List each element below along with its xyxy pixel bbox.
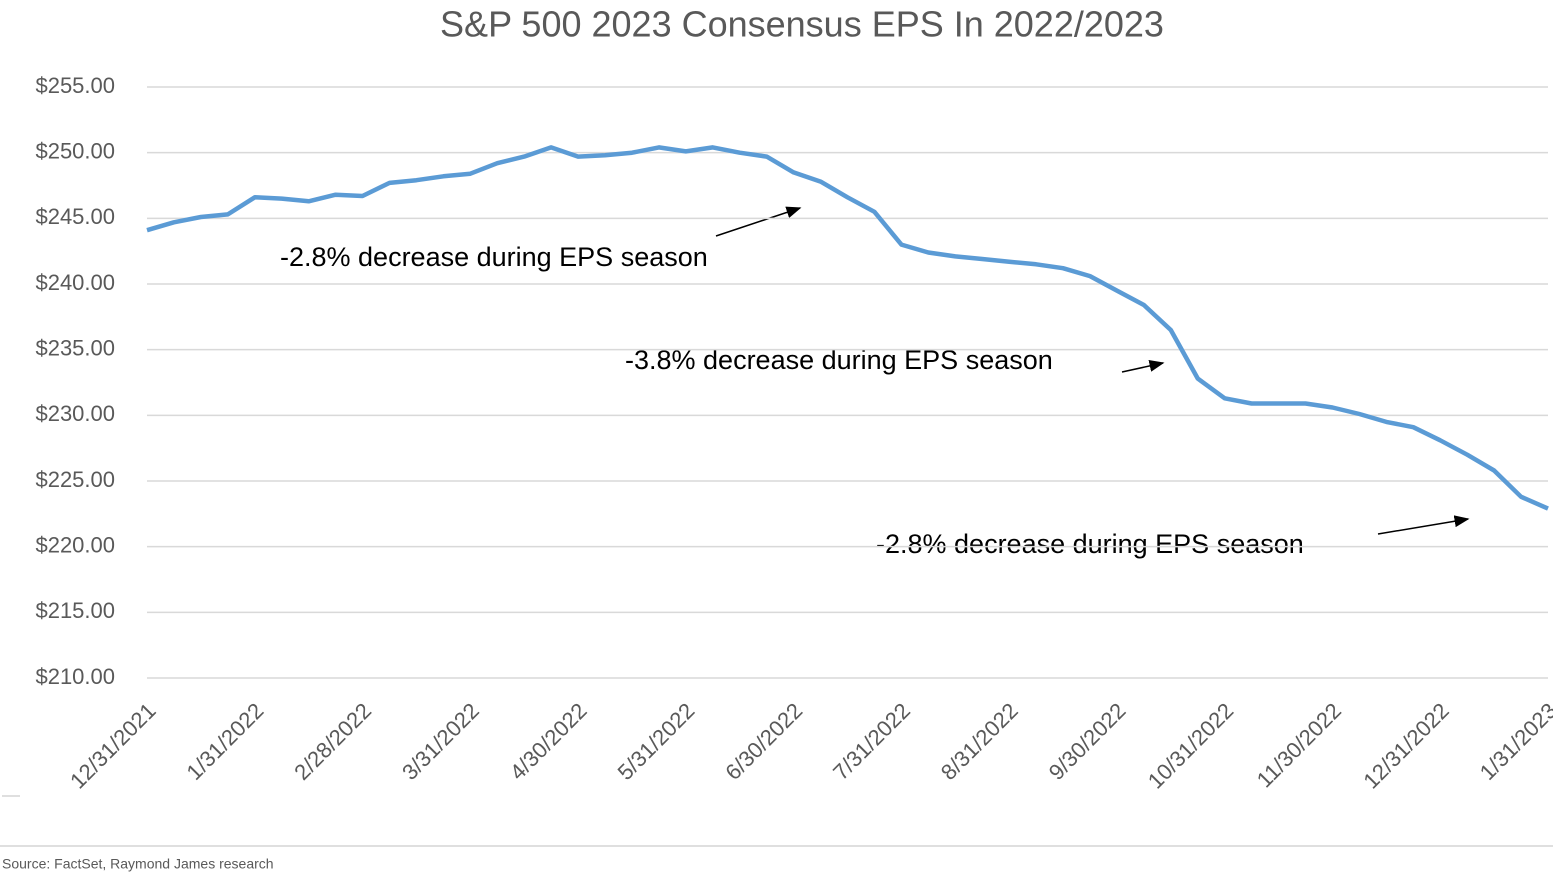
y-tick-label: $255.00 <box>35 73 115 98</box>
x-tick-label: 12/31/2022 <box>1358 698 1454 794</box>
x-tick-label: 1/31/2022 <box>182 698 269 785</box>
x-tick-label: 4/30/2022 <box>505 698 592 785</box>
y-tick-label: $250.00 <box>35 138 115 163</box>
x-tick-label: 11/30/2022 <box>1252 698 1346 792</box>
x-tick-label: 8/31/2022 <box>936 698 1023 785</box>
arrow <box>1377 515 1470 535</box>
y-tick-label: $210.00 <box>35 664 115 689</box>
annotation: -2.8% decrease during EPS season <box>876 529 1304 559</box>
x-tick-label: 5/31/2022 <box>613 698 700 785</box>
y-tick-label: $215.00 <box>35 598 115 623</box>
y-tick-label: $245.00 <box>35 204 115 229</box>
annotation: -2.8% decrease during EPS season <box>280 242 708 272</box>
y-tick-label: $240.00 <box>35 270 115 295</box>
x-tick-label: 3/31/2022 <box>397 698 484 785</box>
x-tick-label: 10/31/2022 <box>1143 698 1239 794</box>
chart-title: S&P 500 2023 Consensus EPS In 2022/2023 <box>440 4 1164 45</box>
source: Source: FactSet, Raymond James research <box>2 856 274 872</box>
x-tick-label: 9/30/2022 <box>1044 698 1131 785</box>
x-tick-label: 12/31/2021 <box>65 698 161 794</box>
arrow <box>715 206 802 237</box>
x-tick-label: 7/31/2022 <box>828 698 915 785</box>
arrow <box>1121 360 1165 373</box>
y-tick-label: $230.00 <box>35 401 115 426</box>
x-tick-label: 2/28/2022 <box>289 698 376 785</box>
x-tick-label: 6/30/2022 <box>720 698 807 785</box>
y-tick-label: $235.00 <box>35 335 115 360</box>
y-tick-label: $225.00 <box>35 467 115 492</box>
line <box>146 145 1549 511</box>
x-tick-label: 1/31/2023 <box>1475 698 1553 785</box>
y-tick-label: $220.00 <box>35 532 115 557</box>
